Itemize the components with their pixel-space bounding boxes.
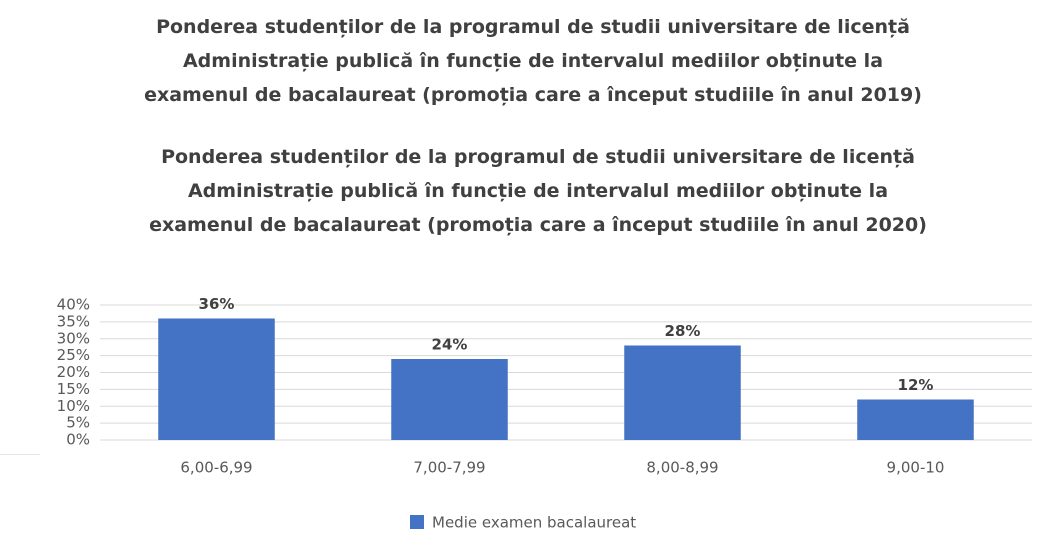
data-label: 12% <box>898 376 934 394</box>
legend-label: Medie examen bacalaureat <box>432 514 636 532</box>
x-tick-label: 8,00-8,99 <box>646 459 718 477</box>
y-tick-label: 20% <box>57 363 90 381</box>
bar <box>391 359 508 440</box>
bar <box>624 345 741 440</box>
chart: 0%5%10%15%20%25%30%35%40% 6,00-6,99 36% 7,0… <box>57 295 1032 532</box>
y-tick-label: 0% <box>66 431 90 449</box>
legend-swatch <box>410 515 424 529</box>
data-label: 28% <box>665 322 701 340</box>
x-tick-label: 9,00-10 <box>887 459 945 477</box>
y-tick-label: 5% <box>66 414 90 432</box>
back-chart-title: Ponderea studenților de la programul de … <box>144 16 922 106</box>
bar <box>857 399 974 440</box>
x-tick-label: 7,00-7,99 <box>413 459 485 477</box>
data-label: 24% <box>432 336 468 354</box>
bar <box>158 318 275 440</box>
y-tick-label: 10% <box>57 397 90 415</box>
y-tick-label: 35% <box>57 312 90 330</box>
data-label: 36% <box>199 295 235 313</box>
y-tick-label: 15% <box>57 380 90 398</box>
y-tick-label: 30% <box>57 329 90 347</box>
front-chart: Ponderea studenților de la programul de … <box>40 128 1045 557</box>
x-tick-label: 6,00-6,99 <box>180 459 252 477</box>
y-tick-label: 25% <box>57 346 90 364</box>
y-tick-label: 40% <box>57 296 90 314</box>
back-chart-border <box>0 454 40 455</box>
chart-title: Ponderea studenților de la programul de … <box>149 146 927 236</box>
